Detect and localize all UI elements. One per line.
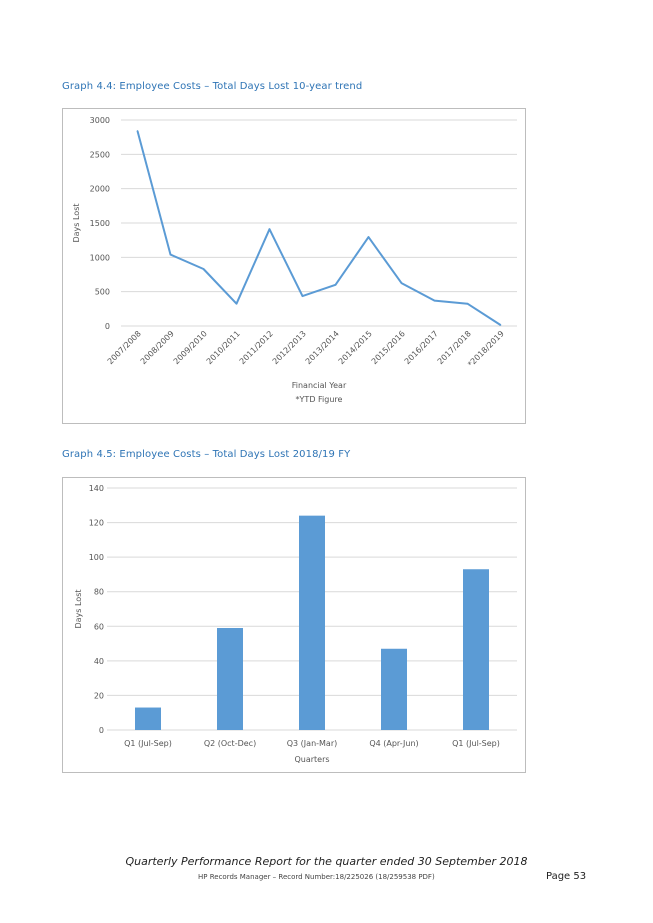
x-tick-label: 2009/2010	[172, 329, 209, 366]
bar-chart-panel: 0 20 40 60 80 100 120 140 Q1 (Jul-Sep) Q2 (Oct-De…	[62, 477, 526, 773]
bar	[135, 707, 161, 730]
y-tick-label: 20	[94, 691, 104, 700]
bar	[463, 569, 489, 730]
data-point	[466, 302, 469, 305]
line-chart-panel: 0 500 1000 1500 2000 2500 3000 2007/2008 2008/20…	[62, 108, 526, 424]
y-tick-label: 3000	[90, 116, 110, 125]
y-tick-label: 2000	[90, 185, 110, 194]
data-point	[400, 282, 403, 284]
x-tick-label: Q3 (Jan-Mar)	[287, 739, 337, 748]
x-tick-label: Q2 (Oct-Dec)	[204, 739, 256, 748]
x-tick-label: 2011/2012	[238, 329, 275, 366]
x-tick-label: Q1 (Jul-Sep)	[124, 739, 172, 748]
data-point	[202, 268, 205, 270]
y-tick-label: 100	[89, 553, 104, 562]
x-axis-title: Financial Year	[292, 381, 347, 390]
y-tick-label: 0	[105, 322, 110, 331]
y-tick-label: 500	[95, 288, 110, 297]
data-point	[334, 284, 337, 286]
y-tick-label: 40	[94, 657, 104, 666]
x-tick-label: 2013/2014	[304, 329, 341, 366]
y-axis-title: Days Lost	[74, 589, 83, 628]
data-point	[169, 253, 172, 256]
series-line	[136, 130, 502, 326]
x-tick-label: 2016/2017	[403, 329, 440, 366]
x-tick-label: 2014/2015	[337, 329, 374, 366]
data-point	[433, 299, 436, 302]
data-point	[367, 236, 370, 238]
y-tick-label: 2500	[90, 150, 110, 159]
data-point	[235, 302, 238, 305]
bar-chart: 0 20 40 60 80 100 120 140 Q1 (Jul-Sep) Q2 (Oct-De…	[74, 484, 517, 764]
x-axis-title: Quarters	[294, 755, 329, 764]
y-tick-label: 1500	[90, 219, 110, 228]
y-tick-label: 1000	[90, 253, 110, 262]
data-point	[268, 228, 271, 230]
bar	[217, 628, 243, 730]
y-tick-label: 80	[94, 588, 104, 597]
x-tick-label: 2015/2016	[370, 329, 407, 366]
x-tick-label: 2007/2008	[106, 329, 143, 366]
data-point	[301, 295, 304, 297]
x-tick-label: 2008/2009	[139, 329, 176, 366]
data-point	[499, 324, 502, 326]
y-tick-label: 60	[94, 622, 104, 631]
graph-4-4-heading: Graph 4.4: Employee Costs – Total Days L…	[62, 81, 363, 92]
ytd-note: *YTD Figure	[296, 395, 343, 404]
y-tick-label: 140	[89, 484, 104, 493]
line-chart: 0 500 1000 1500 2000 2500 3000 2007/20082008/20…	[72, 116, 517, 404]
data-point	[136, 130, 139, 132]
x-tick-label: 2012/2013	[271, 329, 308, 366]
record-number: HP Records Manager – Record Number:18/22…	[198, 873, 435, 881]
y-tick-label: 120	[89, 519, 104, 528]
page-number: Page 53	[546, 871, 587, 882]
report-title: Quarterly Performance Report for the qua…	[125, 855, 528, 868]
bar	[299, 515, 325, 730]
x-tick-label: 2010/2011	[205, 329, 242, 366]
x-tick-label: Q1 (Jul-Sep)	[452, 739, 500, 748]
y-tick-label: 0	[99, 726, 104, 735]
y-axis-title: Days Lost	[72, 203, 81, 242]
x-tick-label: Q4 (Apr-Jun)	[369, 739, 418, 748]
graph-4-5-heading: Graph 4.5: Employee Costs – Total Days L…	[62, 449, 351, 460]
bar	[381, 648, 407, 730]
